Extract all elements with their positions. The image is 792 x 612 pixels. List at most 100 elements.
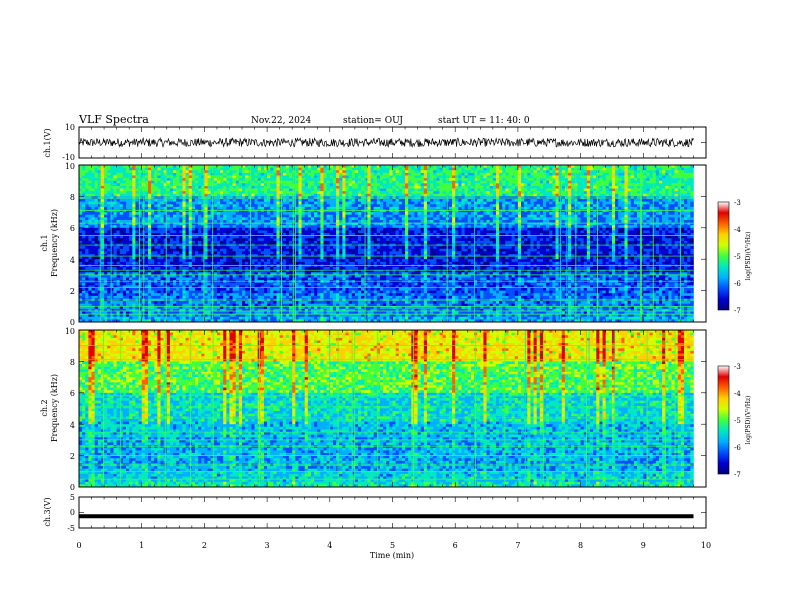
ch1-spectrogram-cell <box>223 183 227 187</box>
ch1-spectrogram-cell <box>135 183 139 187</box>
ch1-spectrogram-cell <box>163 308 168 312</box>
ch1-spectrogram-cell <box>201 246 205 250</box>
ch1-spectrogram-cell <box>160 222 164 226</box>
ch1-spectrogram-cell <box>157 199 161 202</box>
ch1-spectrogram-cell <box>94 180 99 184</box>
ch1-spectrogram-cell <box>179 280 183 284</box>
ch1-spectrogram-cell <box>254 219 258 223</box>
ch1-spectrogram-cell <box>270 178 274 181</box>
ch1-spectrogram-cell <box>85 235 89 239</box>
ch1-spectrogram-cell <box>242 188 246 192</box>
ch1-spectrogram-cell <box>110 272 114 276</box>
ch1-spectrogram-cell <box>285 282 290 286</box>
ch1-spectrogram-cell <box>188 217 193 221</box>
ch1-spectrogram-cell <box>267 219 271 223</box>
ch1-spectrogram-cell <box>263 280 268 284</box>
ch1-spectrogram-cell <box>220 267 224 270</box>
ch1-spectrogram-cell <box>285 251 290 255</box>
ch1-spectrogram-cell <box>132 172 136 176</box>
ch1-spectrogram-cell <box>116 235 121 239</box>
ch1-spectrogram-cell <box>207 238 211 242</box>
ch1-spectrogram-cell <box>141 238 146 242</box>
ch1-spectrogram-cell <box>141 201 146 205</box>
ch1-spectrogram-cell <box>166 217 171 221</box>
ch1-spectrogram-cell <box>317 285 321 289</box>
ch1-spectrogram-cell <box>329 282 334 286</box>
ch1-spectrogram-cell <box>282 214 287 218</box>
ch1-spectrogram-cell <box>298 180 302 184</box>
ch1-spectrogram-cell <box>207 269 211 273</box>
ch1-spectrogram-cell <box>263 251 268 255</box>
ch1-spectrogram-cell <box>213 238 218 242</box>
ch1-waveform-panel: 10 -10 ch.1(V) <box>43 123 707 162</box>
ch1-spectrogram-cell <box>104 225 108 229</box>
ch1-spectrogram-cell <box>129 233 133 236</box>
ch1-spectrogram-cell <box>169 225 174 229</box>
ch1-spectrogram-cell <box>232 311 237 315</box>
ch1-spectrogram-cell <box>147 303 152 307</box>
ch1-spectrogram-cell <box>85 253 89 257</box>
ch1-spectrogram-cell <box>88 230 92 234</box>
ch1-spectrogram-cell <box>320 219 324 223</box>
ch1-spectrogram-cell <box>254 264 258 268</box>
ch1-spectrogram-cell <box>201 303 205 307</box>
ch1-spectrogram-cell <box>135 240 139 244</box>
ch1-spectrogram-cell <box>301 267 306 270</box>
ch1-spectrogram-cell <box>289 259 293 263</box>
ch1-spectrogram-cell <box>132 303 136 307</box>
ch1-spectrogram-cell <box>257 183 262 187</box>
ch1-spectrogram-cell <box>207 233 211 236</box>
ch1-spectrogram-cell <box>260 183 265 187</box>
ch1-spectrogram-cell <box>195 185 199 189</box>
ch1-spectrogram-cell <box>251 212 255 216</box>
ch1-spectrogram-cell <box>267 277 271 281</box>
ch1-spectrogram-cell <box>160 253 164 257</box>
ch1-spectrogram-cell <box>229 282 233 286</box>
ch1-spectrogram-cell <box>295 191 299 195</box>
ch1-spectrogram-cell <box>267 264 271 268</box>
ch1-spectrogram-cell <box>276 314 280 318</box>
ch1-spectrogram-cell <box>223 214 227 218</box>
ch1-spectrogram-cell <box>160 316 164 320</box>
ch1-spectrogram-cell <box>151 233 155 236</box>
ch1-spectrogram-cell <box>235 290 240 294</box>
ch1-spectrogram-cell <box>88 264 92 268</box>
ch1-spectrogram-cell <box>169 293 174 297</box>
ch1-spectrogram-cell <box>216 219 221 223</box>
ch1-spectrogram-cell <box>135 311 139 315</box>
ch1-spectrogram-cell <box>88 238 92 242</box>
ch1-spectrogram-cell <box>320 204 324 208</box>
ch1-spectrogram-cell <box>282 225 287 229</box>
ch1-spectrogram-cell <box>122 188 127 192</box>
ch1-spectrogram-cell <box>169 269 174 273</box>
ch1-spectrogram-cell <box>323 209 327 213</box>
ch1-spectrogram-cell <box>317 180 321 184</box>
ch1-spectrogram-cell <box>273 251 277 255</box>
ch1-spectrogram-cell <box>251 303 255 307</box>
ch1-spectrogram-cell <box>79 277 83 281</box>
ch1-spectrogram-cell <box>176 225 180 229</box>
ch1-spectrogram-cell <box>220 175 224 179</box>
ch1-spectrogram-cell <box>317 201 321 205</box>
ch1-spectrogram-cell <box>276 311 280 315</box>
ch1-spectrogram-cell <box>242 274 246 278</box>
ch1-spectrogram-cell <box>216 303 221 307</box>
ch1-spectrogram-cell <box>91 259 95 263</box>
ch1-spectrogram-cell <box>119 204 124 208</box>
ch1-spectrogram-cell <box>226 251 230 255</box>
ch1-spectrogram-cell <box>119 311 124 315</box>
ch1-spectrogram-cell <box>85 219 89 223</box>
ch1-spectrogram-cell <box>238 175 243 179</box>
ch1-spectrogram-cell <box>301 233 306 236</box>
ch1-spectrogram-cell <box>326 225 331 229</box>
ch1-spectrogram-cell <box>188 230 193 234</box>
ch1-spectrogram-cell <box>254 308 258 312</box>
ch1-spectrogram-cell <box>157 274 161 278</box>
ch1-spectrogram-cell <box>326 314 331 318</box>
ch1-spectrogram-cell <box>97 165 102 168</box>
ch1-spectrogram-cell <box>314 193 318 197</box>
ch1-spectrogram-cell <box>144 193 149 197</box>
ch1-spectrogram-cell <box>317 172 321 176</box>
ch1-spectrogram-cell <box>295 178 299 181</box>
ch1-spectrogram-cell <box>147 225 152 229</box>
